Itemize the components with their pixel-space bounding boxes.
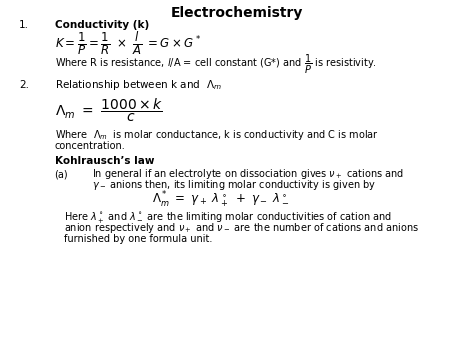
Text: Where  $\Lambda_m$  is molar conductance, k is conductivity and C is molar: Where $\Lambda_m$ is molar conductance, … (55, 129, 378, 142)
Text: Here $\lambda^\circ_+$ and $\lambda^\circ_-$ are the limiting molar conductiviti: Here $\lambda^\circ_+$ and $\lambda^\cir… (64, 210, 392, 225)
Text: 1.: 1. (19, 20, 29, 30)
Text: $K = \dfrac{1}{P} = \dfrac{1}{R}\ \times\ \dfrac{l}{A}\ = G \times G^*$: $K = \dfrac{1}{P} = \dfrac{1}{R}\ \times… (55, 31, 201, 57)
Text: Relationship between k and  $\Lambda_m$: Relationship between k and $\Lambda_m$ (55, 78, 221, 92)
Text: Where R is resistance, $l$/A = cell constant (G*) and $\dfrac{1}{P}$ is resistiv: Where R is resistance, $l$/A = cell cons… (55, 53, 376, 77)
Text: $\Lambda_m\ =\ \dfrac{1000 \times k}{c}$: $\Lambda_m\ =\ \dfrac{1000 \times k}{c}$ (55, 96, 163, 124)
Text: Conductivity (k): Conductivity (k) (55, 20, 149, 30)
Text: anion respectively and $\nu_+$ and $\nu_-$ are the number of cations and anions: anion respectively and $\nu_+$ and $\nu_… (64, 221, 419, 235)
Text: furnished by one formula unit.: furnished by one formula unit. (64, 234, 212, 244)
Text: concentration.: concentration. (55, 141, 125, 151)
Text: Electrochemistry: Electrochemistry (171, 6, 303, 19)
Text: Kohlrausch’s law: Kohlrausch’s law (55, 156, 154, 166)
Text: (a): (a) (55, 169, 68, 179)
Text: In general if an electrolyte on dissociation gives $\nu_+$ cations and: In general if an electrolyte on dissocia… (92, 167, 404, 181)
Text: $\Lambda^*_m\ =\ \gamma_+\ \lambda^\circ_+\ +\ \gamma_-\ \lambda^\circ_-$: $\Lambda^*_m\ =\ \gamma_+\ \lambda^\circ… (152, 190, 289, 210)
Text: $\gamma_-$ anions then, its limiting molar conductivity is given by: $\gamma_-$ anions then, its limiting mol… (92, 178, 376, 192)
Text: 2.: 2. (19, 80, 29, 90)
